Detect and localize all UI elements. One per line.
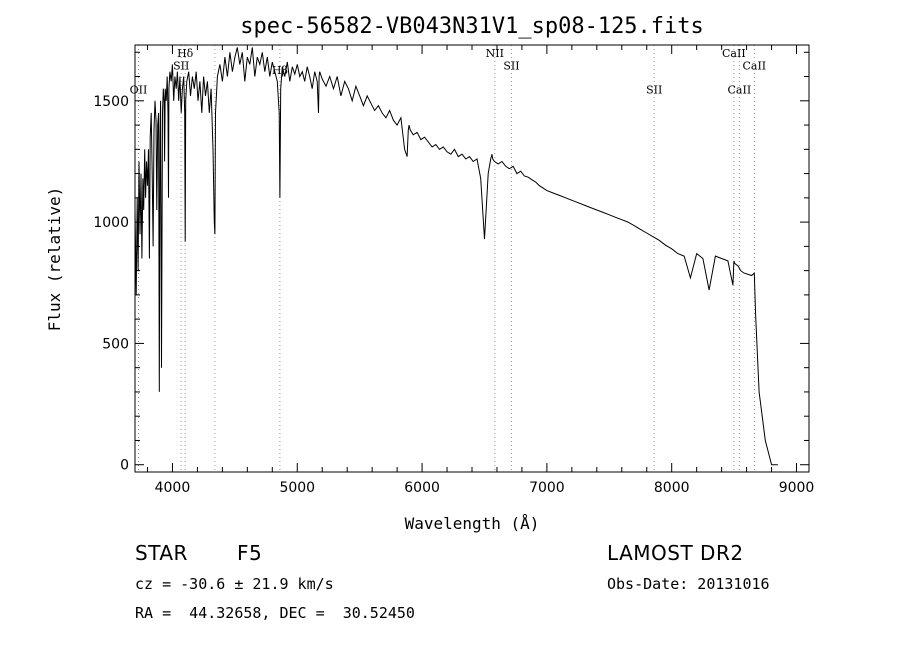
x-tick-label: 7000 <box>529 480 565 496</box>
line-label-10: CaII <box>742 59 766 72</box>
line-label-4: Hβ <box>272 64 288 77</box>
line-label-8: CaII <box>722 47 746 60</box>
y-tick-label: 1500 <box>93 94 129 110</box>
x-tick-label: 6000 <box>404 480 440 496</box>
y-tick-label: 0 <box>120 458 129 474</box>
x-axis-label: Wavelength (Å) <box>405 514 540 533</box>
y-tick-label: 500 <box>102 336 129 352</box>
obs-date-text: Obs-Date: 20131016 <box>607 575 770 593</box>
line-label-5: NII <box>486 47 504 60</box>
x-tick-label: 9000 <box>779 480 815 496</box>
plot-axes: 4000 5000 6000 7000 8000 9000 0 500 1000 1500 <box>93 44 815 496</box>
object-subclass: F5 <box>237 541 263 565</box>
line-label-6: SII <box>503 59 519 72</box>
redshift-text: cz = -30.6 ± 21.9 km/s <box>135 575 334 593</box>
plot-frame <box>134 44 810 473</box>
object-class: STAR <box>135 541 188 565</box>
x-tick-label: 8000 <box>654 480 690 496</box>
y-axis-label: Flux (relative) <box>45 187 64 332</box>
x-tick-label: 5000 <box>279 480 315 496</box>
x-tick-label: 4000 <box>155 480 191 496</box>
survey-name: LAMOST DR2 <box>607 541 744 565</box>
line-label-9: CaII <box>728 84 752 97</box>
chart-title: spec-56582-VB043N31V1_sp08-125.fits <box>240 14 704 39</box>
y-tick-label: 1000 <box>93 215 129 231</box>
line-label-7: SII <box>646 84 662 97</box>
line-label-1: Hδ <box>177 47 194 60</box>
line-label-0: OII <box>130 84 148 97</box>
spectrum-line <box>134 47 778 466</box>
coordinates-text: RA = 44.32658, DEC = 30.52450 <box>135 604 415 622</box>
emission-line-markers <box>137 45 755 472</box>
line-label-2: SII <box>173 59 189 72</box>
